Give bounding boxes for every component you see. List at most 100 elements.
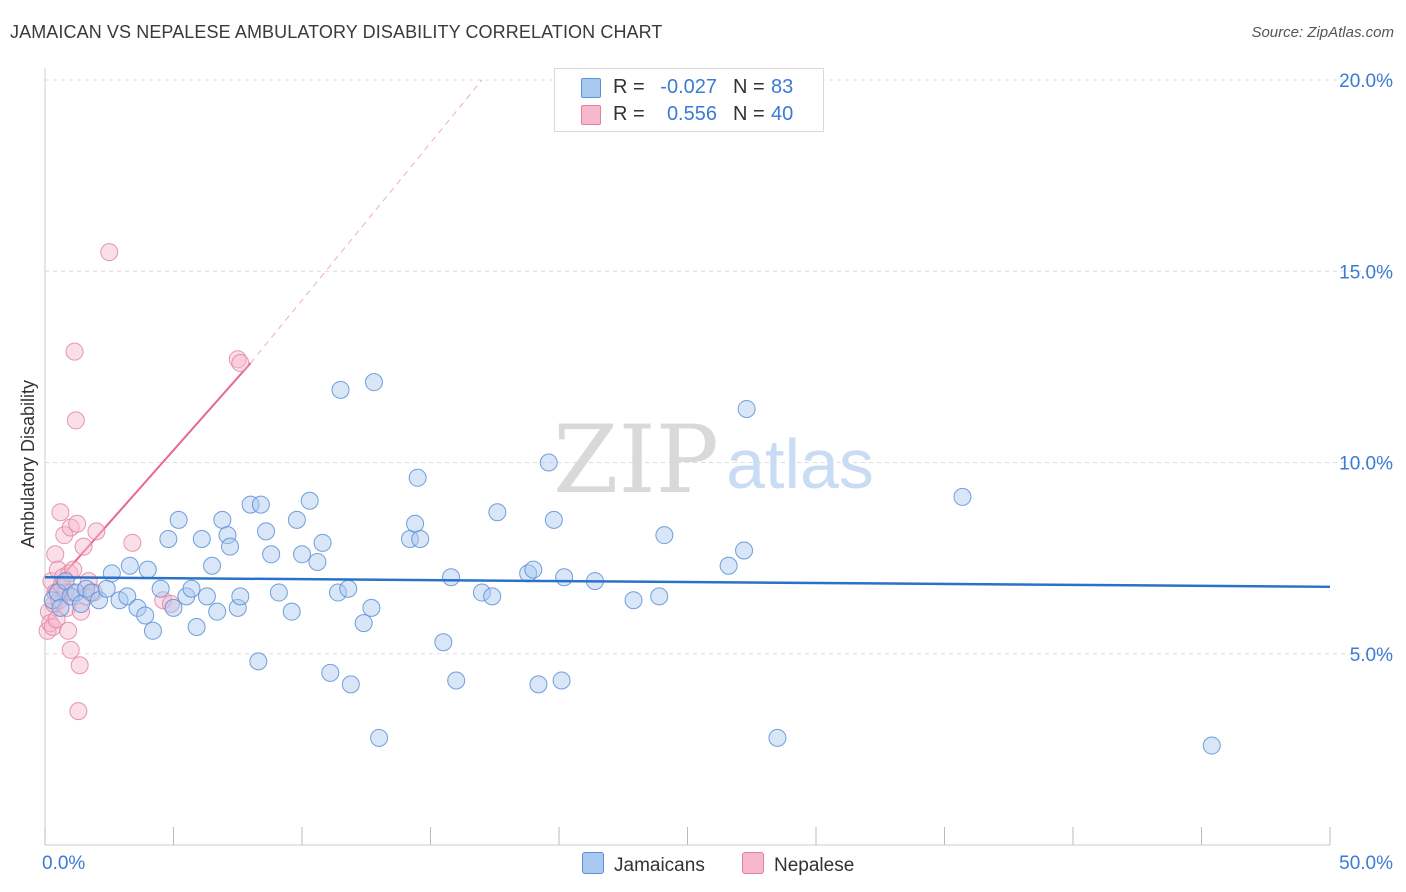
bottom-legend-swatch-blue [582, 852, 604, 874]
y-tick-label: 20.0% [1339, 71, 1393, 92]
y-tick-label: 5.0% [1350, 645, 1393, 666]
jamaican-point [328, 583, 347, 602]
jamaican-point [159, 530, 178, 548]
jamaican-point [434, 633, 453, 652]
jamaican-point [552, 671, 571, 690]
chart-title: JAMAICAN VS NEPALESE AMBULATORY DISABILI… [10, 22, 663, 42]
jamaican-point [447, 671, 466, 690]
nepalese-point [68, 514, 87, 533]
jamaican-point [1202, 736, 1221, 755]
jamaican-point [539, 453, 558, 472]
jamaican-point [768, 728, 787, 747]
nepalese-point [55, 526, 74, 545]
jamaican-point [624, 591, 643, 610]
nepalese-point [100, 243, 119, 262]
jamaican-point [192, 530, 211, 548]
nepalese-point [87, 522, 106, 541]
jamaican-point [411, 530, 430, 548]
y-tick-label: 10.0% [1339, 454, 1393, 475]
jamaican-point [169, 510, 188, 529]
jamaican-point [128, 598, 147, 617]
jamaican-point [66, 583, 85, 602]
nepalese-point [231, 354, 250, 373]
jamaican-point [138, 560, 157, 579]
jamaican-point [287, 510, 306, 529]
jamaican-point [102, 564, 121, 583]
legend-n-label: N = [733, 76, 765, 98]
jamaican-point [370, 728, 389, 747]
jamaican-point [354, 614, 373, 633]
jamaican-point [282, 602, 301, 621]
x-tick-label: 50.0% [1339, 853, 1393, 874]
jamaican-points [43, 373, 1221, 755]
jamaican-point [524, 560, 543, 579]
axes [44, 68, 1331, 846]
nepalese-trend [46, 79, 483, 594]
nepalese-trend-extension [250, 79, 483, 364]
jamaican-point [249, 652, 268, 671]
jamaican-point [293, 545, 311, 564]
jamaican-point [221, 537, 240, 556]
jamaican-point [650, 587, 669, 606]
jamaican-point [120, 556, 139, 575]
jamaican-point [118, 587, 137, 606]
y-axis-label: Ambulatory Disability [18, 379, 38, 548]
nepalese-point [123, 533, 142, 552]
jamaican-point [735, 541, 754, 560]
legend-n-value: 83 [771, 76, 794, 98]
jamaican-point [143, 621, 162, 640]
legend-r-label: R = [613, 76, 645, 98]
y-tick-label: 15.0% [1339, 262, 1393, 283]
jamaican-point [213, 510, 232, 529]
jamaican-point [231, 587, 250, 606]
nepalese-trend-line [46, 362, 252, 594]
jamaican-point [442, 568, 461, 587]
jamaican-point [269, 583, 288, 602]
jamaican-point [339, 579, 358, 598]
legend-row-nepalese: R = 0.556 N = 40 [555, 101, 823, 127]
jamaican-point [82, 583, 101, 602]
legend-swatch-pink [581, 105, 601, 125]
jamaican-point [308, 552, 327, 571]
nepalese-points [38, 243, 250, 721]
nepalese-point [51, 503, 70, 522]
tick-labels: 5.0% 10.0% 15.0% 20.0% 0.0% 50.0% [42, 71, 1393, 874]
bottom-legend-label: Jamaicans [614, 855, 705, 876]
bottom-legend-jamaicans: Jamaicans [582, 852, 705, 877]
jamaican-point [182, 579, 201, 598]
source-label: Source: ZipAtlas.com [1251, 24, 1394, 41]
nepalese-point [61, 640, 80, 659]
jamaican-point [488, 503, 507, 522]
jamaican-point [529, 675, 548, 694]
jamaican-point [164, 598, 183, 617]
jamaican-point [483, 587, 502, 606]
jamaican-point [241, 495, 260, 514]
jamaican-point [197, 587, 216, 606]
nepalese-point [66, 411, 85, 430]
jamaican-point [341, 675, 360, 694]
nepalese-point [65, 342, 84, 361]
jamaican-point [472, 583, 491, 602]
jamaican-point [218, 526, 237, 545]
legend-r-value: -0.027 [660, 76, 717, 98]
jamaican-point [257, 522, 276, 541]
jamaican-point [364, 373, 383, 392]
legend-swatch-blue [581, 78, 601, 98]
jamaican-trend [44, 576, 1331, 589]
jamaican-trend-line [44, 576, 1331, 589]
correlation-legend: R = -0.027 N = 83 R = 0.556 N = 40 [554, 68, 824, 132]
jamaican-point [151, 579, 170, 598]
jamaican-point [321, 663, 340, 682]
nepalese-point [69, 702, 88, 721]
nepalese-point [59, 621, 78, 640]
legend-n-label: N = [733, 103, 765, 125]
jamaican-point [228, 598, 247, 617]
legend-n-value: 40 [771, 103, 794, 125]
legend-r-value: 0.556 [666, 103, 717, 125]
jamaican-point [362, 598, 381, 617]
jamaican-point [203, 556, 222, 575]
jamaican-point [251, 495, 270, 514]
jamaican-point [331, 380, 350, 399]
jamaican-point [300, 491, 319, 510]
